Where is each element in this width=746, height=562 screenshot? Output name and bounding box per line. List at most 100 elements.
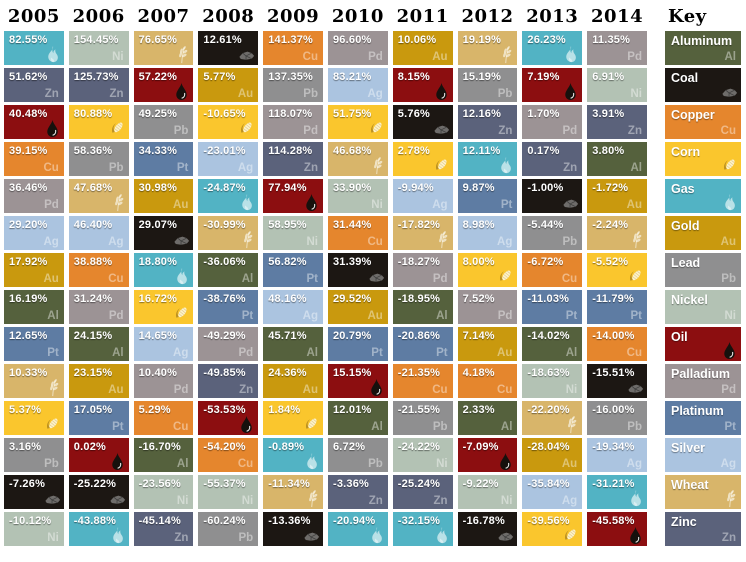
return-cell: 24.36% Au bbox=[263, 364, 323, 398]
return-cell: -11.34% bbox=[263, 475, 323, 509]
return-value: -17.82% bbox=[397, 219, 441, 231]
flame-icon bbox=[177, 267, 188, 285]
return-cell: 5.29% Cu bbox=[133, 401, 194, 435]
return-value: 80.88% bbox=[73, 108, 113, 120]
return-cell: 8.98% Ag bbox=[457, 216, 518, 250]
commodity-symbol: Ni bbox=[500, 495, 513, 507]
return-cell: -13.36% bbox=[263, 512, 323, 546]
commodity-symbol: Al bbox=[47, 310, 59, 322]
return-cell: -11.79% Pt bbox=[587, 290, 647, 324]
commodity-symbol: Ag bbox=[173, 347, 189, 359]
key-item-gold: Gold Au bbox=[664, 216, 741, 250]
return-cell: 77.94% bbox=[263, 179, 323, 213]
return-cell: 18.80% bbox=[133, 253, 194, 287]
return-cell: -2.24% bbox=[587, 216, 647, 250]
return-cell: 15.15% bbox=[327, 364, 388, 398]
commodity-symbol: Pt bbox=[630, 310, 642, 322]
return-value: 46.68% bbox=[332, 145, 372, 157]
commodity-symbol: Zn bbox=[303, 162, 318, 174]
return-value: 38.88% bbox=[73, 256, 113, 268]
key-item-corn: Corn bbox=[664, 142, 741, 176]
commodity-symbol: Al bbox=[436, 310, 448, 322]
return-cell: -23.01% Ag bbox=[198, 142, 259, 176]
return-cell: -24.87% bbox=[198, 179, 259, 213]
commodity-symbol: Al bbox=[112, 347, 124, 359]
return-value: 96.60% bbox=[332, 34, 372, 46]
return-cell: 6.91% Ni bbox=[587, 68, 647, 102]
return-cell: 16.19% Al bbox=[4, 290, 64, 324]
return-cell: -10.65% bbox=[198, 105, 259, 139]
return-value: 76.65% bbox=[138, 34, 178, 46]
oil-drop-icon bbox=[306, 193, 317, 212]
return-cell: -25.24% Zn bbox=[392, 475, 453, 509]
commodity-symbol: Au bbox=[561, 458, 578, 470]
commodity-symbol: Cu bbox=[173, 421, 189, 433]
return-value: 16.72% bbox=[138, 293, 178, 305]
commodity-symbol: Al bbox=[500, 421, 513, 433]
return-value: 8.15% bbox=[397, 71, 430, 83]
return-cell: 48.16% Ag bbox=[263, 290, 323, 324]
coal-icon bbox=[239, 51, 255, 60]
return-value: 20.79% bbox=[332, 330, 372, 342]
return-value: -38.76% bbox=[203, 293, 246, 305]
return-cell: 20.79% Pt bbox=[327, 327, 388, 361]
year-header-2007: 2007 bbox=[137, 6, 190, 27]
return-value: 82.55% bbox=[9, 34, 48, 46]
commodity-returns-chart: Key 2005 82.55% 51.62% Zn 40.48% 39.15% Cu 36.4… bbox=[4, 6, 741, 546]
return-cell: 56.82% Pt bbox=[263, 253, 323, 287]
commodity-symbol: Ni bbox=[47, 532, 59, 544]
return-value: -9.22% bbox=[462, 478, 499, 490]
return-value: 2.78% bbox=[397, 145, 430, 157]
wheat-icon bbox=[568, 416, 577, 434]
return-value: 154.45% bbox=[73, 34, 119, 46]
corn-icon bbox=[111, 122, 123, 133]
key-item-label: Nickel bbox=[670, 293, 708, 307]
return-cell: 7.52% Pd bbox=[457, 290, 518, 324]
return-value: 118.07% bbox=[268, 108, 313, 120]
commodity-symbol: Zn bbox=[498, 125, 513, 137]
return-cell: 125.73% Zn bbox=[68, 68, 129, 102]
return-value: -32.15% bbox=[397, 515, 441, 527]
return-cell: 10.06% Au bbox=[392, 31, 453, 65]
commodity-symbol: Pd bbox=[303, 125, 318, 137]
return-cell: -7.26% bbox=[4, 475, 64, 509]
return-value: -22.20% bbox=[527, 404, 570, 416]
return-value: -21.35% bbox=[397, 367, 441, 379]
return-value: 3.16% bbox=[9, 441, 42, 453]
return-cell: -11.03% Pt bbox=[522, 290, 583, 324]
return-value: 56.82% bbox=[268, 256, 307, 268]
commodity-symbol: Al bbox=[306, 347, 318, 359]
return-cell: 8.00% bbox=[457, 253, 518, 287]
return-cell: -55.37% Ni bbox=[198, 475, 259, 509]
commodity-symbol: Cu bbox=[497, 384, 513, 396]
return-cell: 76.65% bbox=[133, 31, 194, 65]
oil-drop-icon bbox=[724, 341, 735, 360]
commodity-symbol: Al bbox=[241, 273, 254, 285]
return-value: 0.02% bbox=[73, 441, 106, 453]
commodity-symbol: Ag bbox=[43, 236, 59, 248]
return-cell: 0.02% bbox=[68, 438, 129, 472]
return-value: -53.53% bbox=[203, 404, 246, 416]
return-cell: 23.15% Au bbox=[68, 364, 129, 398]
flame-icon bbox=[242, 193, 253, 211]
return-value: -20.94% bbox=[332, 515, 376, 527]
key-item-label: Gold bbox=[670, 219, 700, 233]
return-cell: 5.76% bbox=[392, 105, 453, 139]
return-value: 9.87% bbox=[462, 182, 495, 194]
return-value: -45.14% bbox=[138, 515, 181, 527]
return-cell: -24.22% Ni bbox=[392, 438, 453, 472]
commodity-symbol: Ni bbox=[112, 51, 124, 63]
commodity-symbol: Pb bbox=[627, 421, 642, 433]
return-value: -6.72% bbox=[527, 256, 564, 268]
return-cell: 114.28% Zn bbox=[263, 142, 323, 176]
wheat-icon bbox=[633, 231, 642, 249]
return-value: 7.19% bbox=[527, 71, 560, 83]
oil-drop-icon bbox=[565, 82, 576, 101]
coal-icon bbox=[174, 236, 190, 245]
return-cell: -1.00% bbox=[522, 179, 583, 213]
wheat-icon bbox=[114, 194, 123, 212]
return-value: 17.92% bbox=[9, 256, 48, 268]
return-value: 2.33% bbox=[462, 404, 495, 416]
return-cell: 96.60% Pd bbox=[327, 31, 388, 65]
return-value: 51.62% bbox=[9, 71, 48, 83]
